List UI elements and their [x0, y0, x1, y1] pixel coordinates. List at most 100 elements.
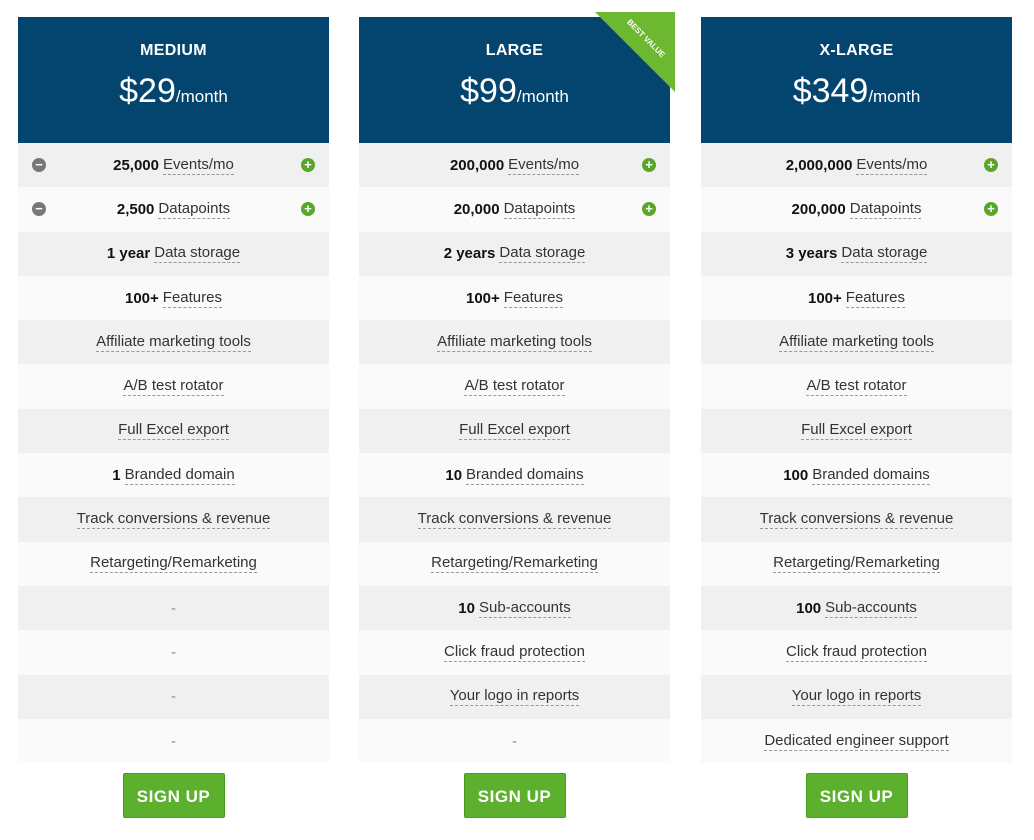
feature-label[interactable]: Full Excel export [459, 421, 570, 441]
feature-value: 100+ [466, 289, 500, 307]
feature-row: - [359, 718, 670, 764]
feature-value: 100+ [808, 289, 842, 307]
feature-label[interactable]: Track conversions & revenue [417, 510, 612, 530]
plan-name: MEDIUM [140, 42, 207, 59]
feature-unavailable: - [171, 643, 176, 661]
feature-label[interactable]: Data storage [499, 244, 586, 264]
plus-icon[interactable]: + [301, 158, 315, 173]
feature-row: +2,000,000 Events/mo [701, 143, 1012, 188]
feature-value: 200,000 [449, 156, 505, 174]
feature-label[interactable]: Branded domains [466, 465, 584, 485]
feature-label[interactable]: Retargeting/Remarketing [90, 554, 257, 574]
feature-row: 100 Branded domains [701, 453, 1012, 498]
feature-label[interactable]: Full Excel export [118, 421, 229, 441]
feature-label[interactable]: Sub-accounts [825, 598, 917, 618]
feature-label[interactable]: Branded domains [812, 465, 930, 485]
feature-row: 10 Branded domains [359, 453, 670, 498]
feature-label[interactable]: Full Excel export [801, 421, 912, 441]
feature-row: +200,000 Events/mo [359, 143, 670, 188]
feature-label[interactable]: Your logo in reports [791, 687, 922, 707]
feature-label[interactable]: A/B test rotator [806, 377, 907, 397]
feature-label[interactable]: Sub-accounts [478, 598, 571, 618]
sign-up-button[interactable]: SIGN UP [122, 773, 225, 819]
feature-unavailable: - [171, 688, 176, 706]
feature-unavailable: - [171, 732, 176, 750]
plus-icon[interactable]: + [984, 158, 998, 173]
feature-label[interactable]: Datapoints [503, 199, 576, 219]
feature-label[interactable]: Retargeting/Remarketing [773, 554, 940, 574]
plus-icon[interactable]: + [642, 158, 656, 173]
feature-label[interactable]: Track conversions & revenue [759, 510, 954, 530]
feature-label[interactable]: Retargeting/Remarketing [431, 554, 598, 574]
feature-row: Full Excel export [359, 408, 670, 454]
best-value-ribbon: BEST VALUE [595, 12, 675, 92]
feature-row: Dedicated engineer support [701, 718, 1012, 764]
feature-label[interactable]: Track conversions & revenue [76, 510, 271, 530]
feature-row: Affiliate marketing tools [359, 320, 670, 365]
price-amount: $29 [119, 72, 176, 110]
feature-label[interactable]: Affiliate marketing tools [437, 332, 592, 352]
feature-value: 10 [445, 466, 463, 484]
minus-icon[interactable]: − [32, 158, 46, 173]
feature-value: 1 year [106, 245, 151, 263]
plan-header: MEDIUM $29/month [18, 17, 329, 143]
feature-label[interactable]: Click fraud protection [786, 642, 927, 662]
feature-value: 2,500 [116, 200, 155, 218]
plus-icon[interactable]: + [984, 202, 998, 217]
price-period: /month [175, 87, 228, 106]
feature-label[interactable]: A/B test rotator [123, 377, 224, 397]
feature-label[interactable]: Features [503, 288, 563, 308]
feature-list: − +25,000 Events/mo − +2,500 Datapoints 1 year… [18, 143, 329, 764]
plan-header: LARGE $99/month BEST VALUE [359, 12, 675, 143]
plan-name: X-LARGE [819, 42, 894, 59]
feature-row: Affiliate marketing tools [701, 320, 1012, 365]
feature-label[interactable]: Dedicated engineer support [764, 731, 949, 751]
feature-row: 100+ Features [701, 275, 1012, 321]
feature-label[interactable]: Affiliate marketing tools [779, 332, 934, 352]
feature-label[interactable]: Events/mo [856, 155, 928, 175]
feature-row: 1 year Data storage [18, 231, 329, 276]
feature-row: − +25,000 Events/mo [18, 143, 329, 188]
price-period: /month [868, 87, 921, 106]
feature-row: 3 years Data storage [701, 231, 1012, 276]
sign-up-button[interactable]: SIGN UP [805, 773, 908, 819]
feature-row: 2 years Data storage [359, 231, 670, 276]
plan-price: $349/month [701, 72, 1012, 111]
feature-row: A/B test rotator [359, 364, 670, 409]
feature-row: Track conversions & revenue [18, 497, 329, 542]
feature-label[interactable]: Events/mo [508, 155, 580, 175]
feature-label[interactable]: Datapoints [849, 199, 922, 219]
feature-value: 10 [458, 599, 475, 617]
feature-label[interactable]: Data storage [154, 244, 241, 264]
feature-value: 3 years [785, 245, 838, 263]
feature-value: 25,000 [113, 156, 159, 174]
feature-label[interactable]: Affiliate marketing tools [96, 332, 251, 352]
feature-label[interactable]: Events/mo [163, 155, 234, 175]
plus-icon[interactable]: + [642, 202, 656, 217]
feature-value: 20,000 [453, 200, 500, 218]
feature-label[interactable]: Data storage [841, 244, 928, 264]
feature-label[interactable]: Your logo in reports [449, 687, 580, 707]
feature-label[interactable]: Features [162, 288, 222, 308]
feature-label[interactable]: Click fraud protection [444, 642, 585, 662]
feature-label[interactable]: Datapoints [158, 199, 231, 219]
feature-row: Your logo in reports [359, 674, 670, 719]
minus-icon[interactable]: − [32, 202, 46, 217]
feature-row: 100 Sub-accounts [701, 585, 1012, 631]
plan-price: $99/month [359, 72, 670, 111]
feature-row: Click fraud protection [701, 630, 1012, 675]
feature-row: - [18, 630, 329, 675]
feature-label[interactable]: Branded domain [124, 465, 235, 485]
feature-unavailable: - [512, 732, 517, 750]
feature-label[interactable]: Features [845, 288, 905, 308]
feature-list: +2,000,000 Events/mo +200,000 Datapoints 3 y… [701, 143, 1012, 764]
plus-icon[interactable]: + [301, 202, 315, 217]
sign-up-button[interactable]: SIGN UP [463, 773, 566, 819]
feature-value: 1 [112, 466, 121, 484]
feature-row: Your logo in reports [701, 674, 1012, 719]
plan-large: LARGE $99/month BEST VALUE +200,000 Events/… [359, 12, 675, 819]
feature-label[interactable]: A/B test rotator [464, 377, 565, 397]
feature-value: 100+ [125, 289, 159, 307]
feature-row: A/B test rotator [701, 364, 1012, 409]
feature-value: 100 [783, 466, 809, 484]
